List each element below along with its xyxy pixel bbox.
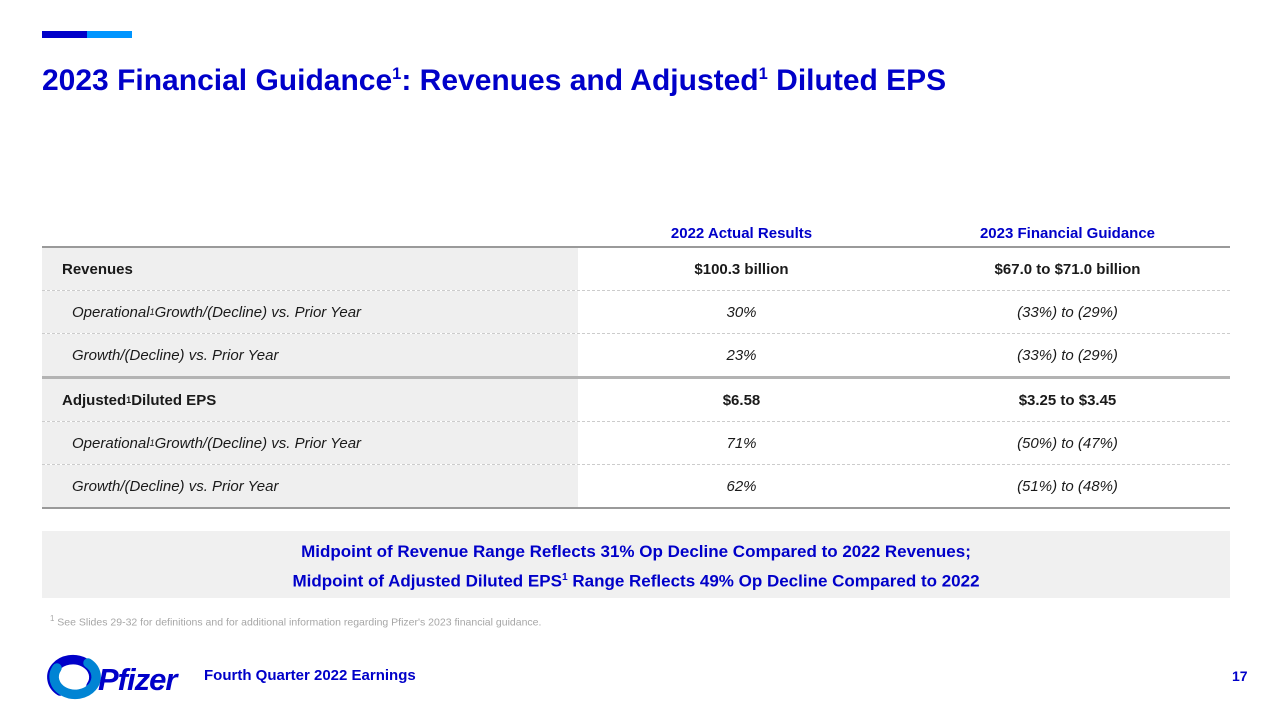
row-label: Growth/(Decline) vs. Prior Year	[42, 465, 578, 507]
cell-2023: $67.0 to $71.0 billion	[994, 260, 1141, 278]
cell-2022: 62%	[726, 477, 757, 495]
cell-2023: (51%) to (48%)	[1017, 477, 1118, 495]
row-label-sup: 1	[149, 307, 155, 317]
table-row-eps-growth: Growth/(Decline) vs. Prior Year 62% (51%…	[42, 465, 1230, 509]
table-row-rev-growth: Growth/(Decline) vs. Prior Year 23% (33%…	[42, 334, 1230, 379]
accent-bar-light	[87, 31, 132, 38]
callout-line2-rest: Range Reflects 49% Op Decline Compared t…	[567, 571, 980, 591]
table-row-rev-operational-growth: Operational 1 Growth/(Decline) vs. Prior …	[42, 291, 1230, 334]
row-label-rest: Growth/(Decline) vs. Prior Year	[154, 434, 362, 452]
row-label-rest: Diluted EPS	[131, 391, 217, 409]
title-sup2: 1	[758, 65, 768, 83]
page-number: 17	[1232, 668, 1248, 684]
row-label: Operational 1 Growth/(Decline) vs. Prior …	[42, 422, 578, 464]
table-row-eps-operational-growth: Operational 1 Growth/(Decline) vs. Prior …	[42, 422, 1230, 465]
cell-2023: (33%) to (29%)	[1017, 303, 1118, 321]
row-label: Adjusted 1 Diluted EPS	[42, 379, 578, 421]
table-row-revenues: Revenues $100.3 billion $67.0 to $71.0 b…	[42, 248, 1230, 291]
pfizer-wordmark: Pfizer	[98, 661, 177, 697]
row-label-sup: 1	[149, 438, 155, 448]
cell-2023: (33%) to (29%)	[1017, 346, 1118, 364]
title-sup1: 1	[392, 65, 402, 83]
footnote-text: See Slides 29-32 for definitions and for…	[54, 616, 542, 629]
row-label-sup: 1	[126, 395, 132, 405]
header-2023-guidance: 2023 Financial Guidance	[979, 224, 1156, 242]
page-title: 2023 Financial Guidance1: Revenues and A…	[42, 56, 946, 99]
title-part2: : Revenues and Adjusted	[401, 64, 759, 97]
callout-line2-sup: 1	[561, 572, 568, 583]
cell-2022: 71%	[726, 434, 757, 452]
title-part3: Diluted EPS	[767, 64, 947, 97]
accent-bar-dark	[42, 31, 87, 38]
row-label-text: Growth/(Decline) vs. Prior Year	[72, 346, 279, 364]
row-label: Operational 1 Growth/(Decline) vs. Prior …	[42, 291, 578, 333]
footnote-sup: 1	[50, 614, 55, 623]
midpoint-callout-box: Midpoint of Revenue Range Reflects 31% O…	[42, 531, 1230, 598]
callout-line-2: Midpoint of Adjusted Diluted EPS1 Range …	[42, 565, 1230, 595]
pfizer-logo: Pfizer	[44, 650, 177, 709]
title-part1: 2023 Financial Guidance	[42, 64, 393, 97]
row-label-text: Revenues	[62, 260, 133, 278]
row-label: Growth/(Decline) vs. Prior Year	[42, 334, 578, 376]
cell-2023: $3.25 to $3.45	[1018, 391, 1117, 409]
accent-bars	[42, 31, 132, 38]
row-label-text: Operational	[72, 303, 150, 321]
callout-line2-text: Midpoint of Adjusted Diluted EPS	[292, 571, 562, 591]
guidance-table: 2022 Actual Results 2023 Financial Guida…	[42, 220, 1230, 509]
footnote: 1 See Slides 29-32 for definitions and f…	[50, 614, 541, 629]
pfizer-logo-icon	[44, 650, 104, 709]
cell-2022: $100.3 billion	[694, 260, 789, 278]
row-label-text: Growth/(Decline) vs. Prior Year	[72, 477, 279, 495]
footer-presentation-title: Fourth Quarter 2022 Earnings	[204, 667, 416, 684]
table-header-row: 2022 Actual Results 2023 Financial Guida…	[42, 220, 1230, 248]
row-label: Revenues	[42, 248, 578, 290]
header-2022-actual: 2022 Actual Results	[670, 224, 813, 242]
cell-2022: 30%	[726, 303, 757, 321]
cell-2022: 23%	[726, 346, 757, 364]
cell-2023: (50%) to (47%)	[1017, 434, 1118, 452]
row-label-text: Operational	[72, 434, 150, 452]
row-label-text: Adjusted	[62, 391, 127, 409]
cell-2022: $6.58	[722, 391, 761, 409]
table-row-adjusted-eps: Adjusted 1 Diluted EPS $6.58 $3.25 to $3.…	[42, 379, 1230, 422]
row-label-rest: Growth/(Decline) vs. Prior Year	[154, 303, 362, 321]
callout-line-1: Midpoint of Revenue Range Reflects 31% O…	[301, 542, 971, 561]
